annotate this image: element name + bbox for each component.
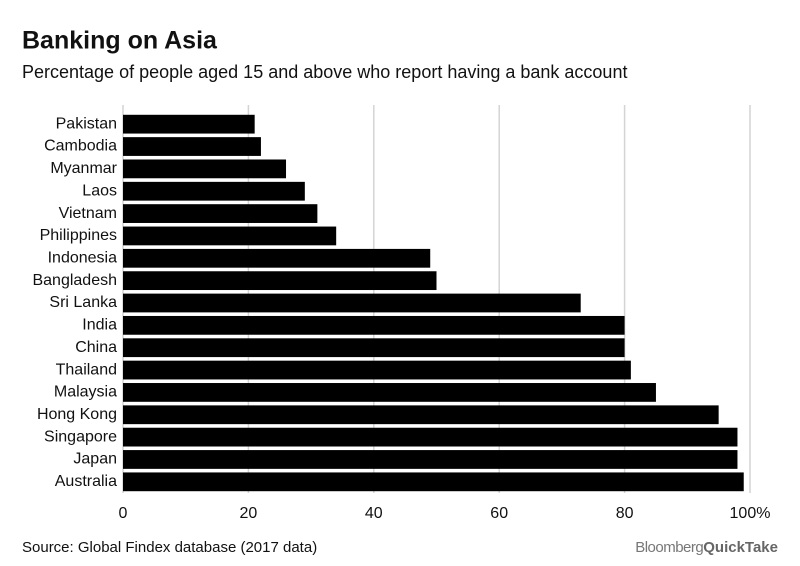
y-tick-label: China [75,339,117,356]
chart-title: Banking on Asia [22,27,218,55]
brand: BloombergQuickTake [635,539,778,556]
y-tick-label: Hong Kong [37,406,117,423]
y-tick-label: Philippines [40,227,117,244]
bar [123,114,255,134]
y-tick-label: Bangladesh [32,272,117,289]
y-tick-label: Cambodia [44,138,117,155]
source: Source: Global Findex database (2017 dat… [22,539,317,556]
y-tick-label: Indonesia [48,250,117,267]
bar [123,450,738,469]
y-tick-label: Sri Lanka [49,294,117,311]
bar [123,405,719,425]
bar [123,338,625,358]
bar [123,472,744,492]
x-tick-label: 20 [240,505,258,522]
brand-first: Bloomberg [635,539,703,556]
y-tick-label: Myanmar [50,160,117,177]
bar [123,293,581,313]
bar [123,248,431,268]
x-tick-label: 80 [616,505,634,522]
x-tick-label: 40 [365,505,383,522]
bar [123,137,261,156]
y-tick-label: Pakistan [56,115,117,132]
bar [123,159,287,179]
y-tick-label: Singapore [44,428,117,445]
bar [123,427,738,447]
bar [123,315,625,335]
y-tick-label: Japan [73,451,117,468]
y-tick-label: India [82,317,117,334]
bar [123,360,631,380]
brand-second: QuickTake [703,539,778,556]
y-tick-label: Australia [55,473,117,490]
x-tick-label: 100% [730,505,771,522]
bar [123,271,437,291]
bar [123,226,337,246]
bar [123,204,318,223]
bar [123,181,305,201]
y-tick-label: Laos [82,182,117,199]
x-tick-label: 60 [490,505,508,522]
chart-subtitle: Percentage of people aged 15 and above w… [22,62,627,82]
y-tick-label: Thailand [56,361,117,378]
bar [123,383,656,402]
y-tick-label: Vietnam [59,205,117,222]
x-tick-label: 0 [119,505,128,522]
y-tick-label: Malaysia [54,384,117,401]
